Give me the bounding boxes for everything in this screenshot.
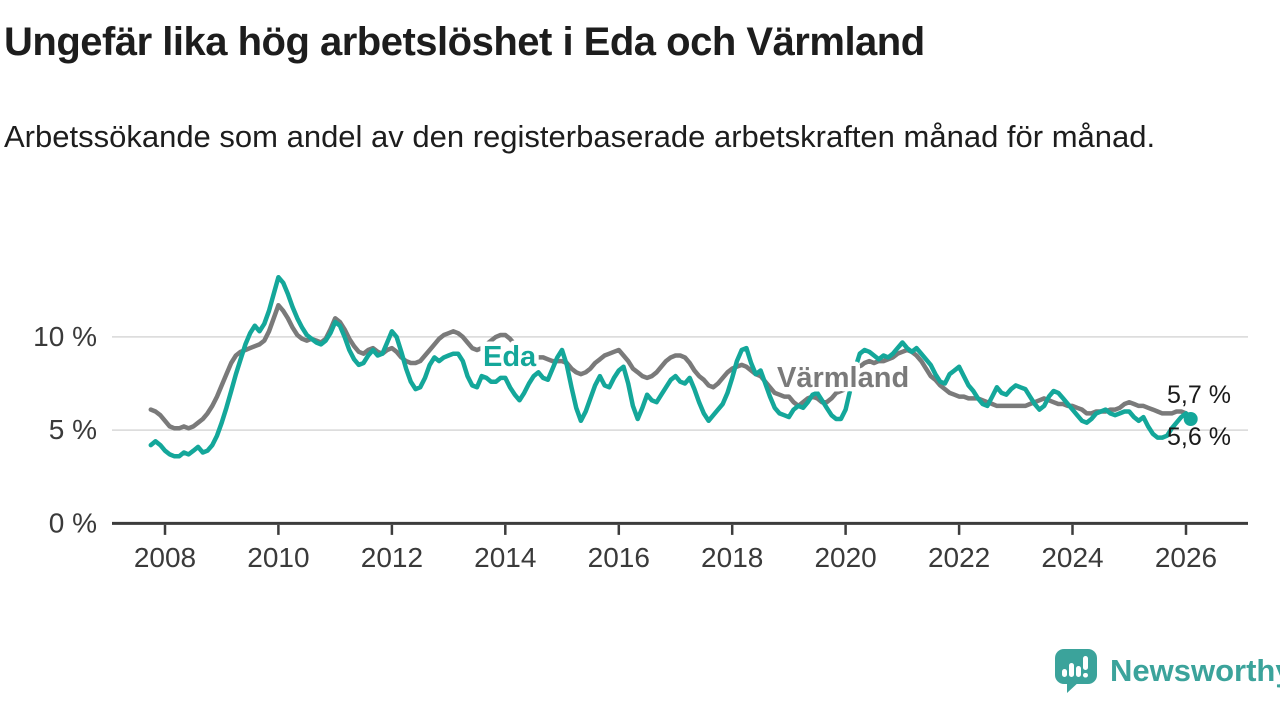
x-axis-label-2010: 2010 bbox=[247, 542, 309, 573]
värmland-end-value-label: 5,7 % bbox=[1167, 381, 1231, 409]
x-axis-label-2008: 2008 bbox=[134, 542, 196, 573]
chart-title: Ungefär lika hög arbetslöshet i Eda och … bbox=[4, 20, 925, 64]
värmland-series-label: Värmland bbox=[777, 362, 909, 394]
y-axis-label-5: 5 % bbox=[49, 414, 97, 445]
eda-series-label: Eda bbox=[483, 341, 537, 373]
eda-end-value-label: 5,6 % bbox=[1167, 423, 1231, 451]
x-axis-label-2012: 2012 bbox=[361, 542, 423, 573]
y-axis-label-10: 10 % bbox=[33, 321, 97, 352]
x-axis-label-2026: 2026 bbox=[1155, 542, 1217, 573]
x-axis-label-2014: 2014 bbox=[474, 542, 536, 573]
x-axis-label-2016: 2016 bbox=[588, 542, 650, 573]
x-axis-label-2018: 2018 bbox=[701, 542, 763, 573]
x-axis-label-2022: 2022 bbox=[928, 542, 990, 573]
eda-line bbox=[148, 274, 1193, 459]
newsworthy-logo-text: Newsworthy bbox=[1110, 653, 1280, 688]
x-axis-label-2020: 2020 bbox=[814, 542, 876, 573]
eda-end-dot bbox=[1183, 412, 1198, 426]
newsworthy-logo: Newsworthy bbox=[1054, 648, 1280, 694]
y-axis-label-0: 0 % bbox=[49, 507, 97, 538]
värmland-line bbox=[148, 302, 1193, 431]
chart-subtitle: Arbetssökande som andel av den registerb… bbox=[4, 119, 1156, 154]
newsworthy-logo-icon bbox=[1055, 649, 1097, 693]
unemployment-line-chart: 10 % 5 % 0 % 2008 2010 2012 2014 2016 2018 2020 20… bbox=[33, 274, 1248, 573]
x-axis-label-2024: 2024 bbox=[1041, 542, 1103, 573]
